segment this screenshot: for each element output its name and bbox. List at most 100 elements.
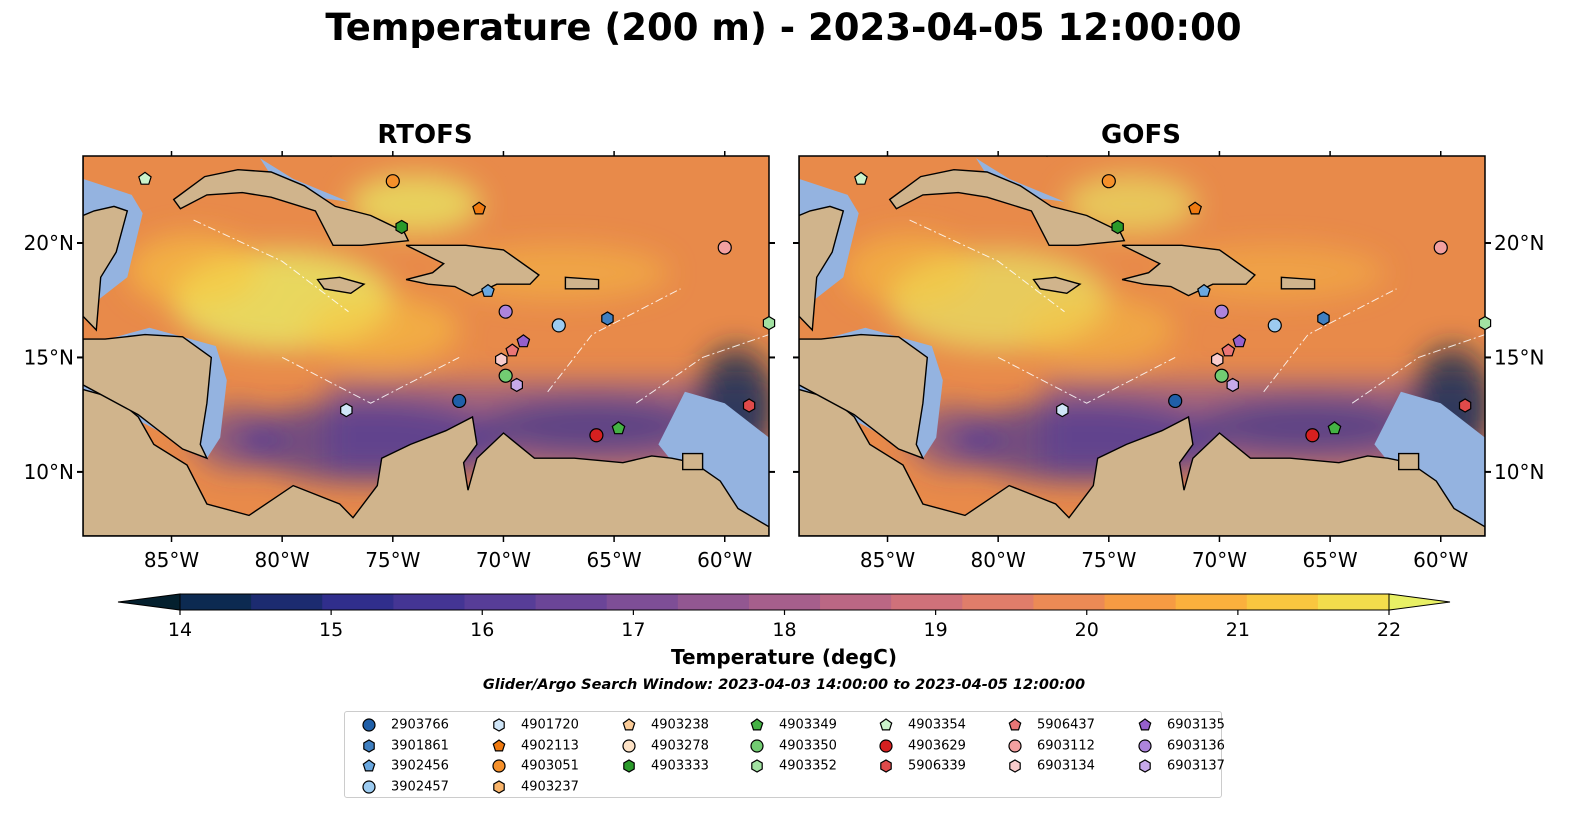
legend-label: 5906437: [1037, 717, 1095, 733]
colorbar-tick-label: 20: [1075, 619, 1099, 641]
legend-item-3902456: 3902456: [361, 758, 449, 774]
hexagon-marker-icon: [493, 779, 505, 794]
float-marker-4901720: [1056, 402, 1069, 418]
legend-item-4903349: 4903349: [749, 717, 837, 733]
legend-item-3902457: 3902457: [361, 779, 449, 795]
lon-tick-label: 70°W: [476, 548, 531, 572]
lat-tick-label: 15°N: [24, 345, 74, 369]
float-marker-3901861: [601, 311, 614, 326]
legend-marker-4903349: [750, 718, 764, 731]
float-marker-4903333: [395, 219, 408, 235]
land-area: [316, 276, 366, 295]
colorbar-segment: [1033, 594, 1106, 610]
float-marker-3902456: [481, 283, 495, 297]
legend-marker-4903237: [493, 779, 505, 794]
land-area: [1032, 276, 1082, 295]
float-marker-4903629: [1305, 428, 1320, 443]
float-marker-6903137: [510, 377, 524, 393]
legend-label: 4903349: [779, 717, 837, 733]
float-marker-6903134: [495, 352, 508, 367]
pentagon-marker-icon: [879, 718, 893, 731]
land-area: [83, 333, 213, 460]
float-marker-5906437: [1221, 343, 1236, 357]
legend-marker-6903135: [1138, 718, 1152, 731]
float-marker-4903051: [385, 174, 400, 189]
legend-marker-4903238: [622, 718, 636, 731]
map-panel-gofs: [799, 156, 1485, 536]
colorbar-min-extend: [117, 593, 181, 611]
legend-label: 4903237: [521, 779, 579, 794]
legend-item-4903629: 4903629: [878, 738, 966, 754]
float-marker-6903137: [1226, 377, 1240, 393]
colorbar-max-extend: [1388, 593, 1451, 611]
lon-tick-label: 75°W: [365, 548, 420, 572]
pentagon-marker-icon: [750, 718, 764, 731]
pentagon-marker-icon: [1008, 718, 1022, 731]
circle-marker-icon: [492, 759, 506, 773]
legend-item-4903333: 4903333: [621, 758, 709, 774]
circle-marker-icon: [1138, 738, 1152, 753]
hexagon-marker-icon: [751, 759, 763, 773]
legend-item-3901861: 3901861: [361, 738, 449, 754]
float-marker-6903112: [717, 240, 732, 255]
legend-label: 6903112: [1037, 738, 1095, 753]
lon-tick-label: 85°W: [144, 548, 199, 572]
legend-item-6903134: 6903134: [1007, 758, 1095, 774]
legend-marker-4903051: [492, 759, 506, 773]
pentagon-marker-icon: [492, 738, 506, 751]
legend-label: 4902113: [521, 738, 579, 753]
hexagon-marker-icon: [1139, 759, 1151, 773]
colorbar-segment: [891, 594, 963, 610]
land-area: [799, 156, 845, 332]
circle-marker-icon: [362, 779, 376, 794]
land-area: [172, 168, 410, 246]
float-marker-6903134: [1210, 352, 1224, 367]
legend-item-4903238: 4903238: [621, 717, 709, 733]
eez-boundary: [909, 219, 1065, 313]
legend-item-4903352: 4903352: [749, 758, 837, 774]
legend-label: 4903333: [651, 758, 709, 774]
float-marker-6903136: [498, 304, 513, 319]
float-marker-4903354: [138, 171, 152, 185]
legend-item-6903135: 6903135: [1137, 717, 1225, 733]
colorbar-segment: [748, 594, 821, 610]
float-marker-4903051: [1101, 174, 1116, 189]
land-area: [799, 333, 929, 460]
legend-marker-3902457: [362, 779, 376, 794]
lat-tick-label: 20°N: [1494, 231, 1544, 255]
colorbar-label: Temperature (degC): [671, 645, 897, 669]
legend-marker-4903352: [751, 759, 763, 773]
land-area: [564, 276, 600, 290]
legend-item-4902113: 4902113: [491, 738, 579, 754]
float-marker-5906339: [1458, 398, 1472, 413]
float-marker-4903349: [1327, 421, 1342, 435]
float-marker-4902113: [472, 201, 487, 215]
hexagon-marker-icon: [493, 718, 505, 732]
legend-marker-6903134: [1009, 759, 1021, 773]
lon-tick-label: 80°W: [255, 548, 310, 572]
legend-item-2903766: 2903766: [361, 717, 449, 733]
legend-label: 4903629: [908, 738, 966, 753]
float-marker-6903135: [1232, 334, 1247, 348]
legend-item-4901720: 4901720: [491, 717, 579, 733]
legend-label: 4903051: [521, 758, 579, 774]
float-marker-4903333: [1111, 219, 1124, 235]
legend-label: 3902456: [391, 758, 449, 774]
legend-marker-4903629: [879, 738, 893, 753]
hexagon-marker-icon: [623, 759, 635, 773]
float-marker-6903112: [1433, 240, 1448, 255]
legend-marker-3902456: [362, 759, 376, 772]
land-area: [83, 156, 129, 332]
float-marker-3901861: [1317, 311, 1330, 326]
legend-item-5906339: 5906339: [878, 758, 966, 774]
hexagon-marker-icon: [1009, 759, 1021, 773]
panel-title-rtofs: RTOFS: [377, 120, 473, 150]
colorbar-segment: [1104, 594, 1177, 610]
circle-marker-icon: [622, 738, 636, 753]
eez-boundary: [635, 334, 769, 404]
eez-boundary: [1351, 334, 1485, 404]
hexagon-marker-icon: [880, 759, 892, 773]
float-marker-3902456: [1197, 283, 1211, 297]
legend-item-4903350: 4903350: [749, 738, 837, 754]
